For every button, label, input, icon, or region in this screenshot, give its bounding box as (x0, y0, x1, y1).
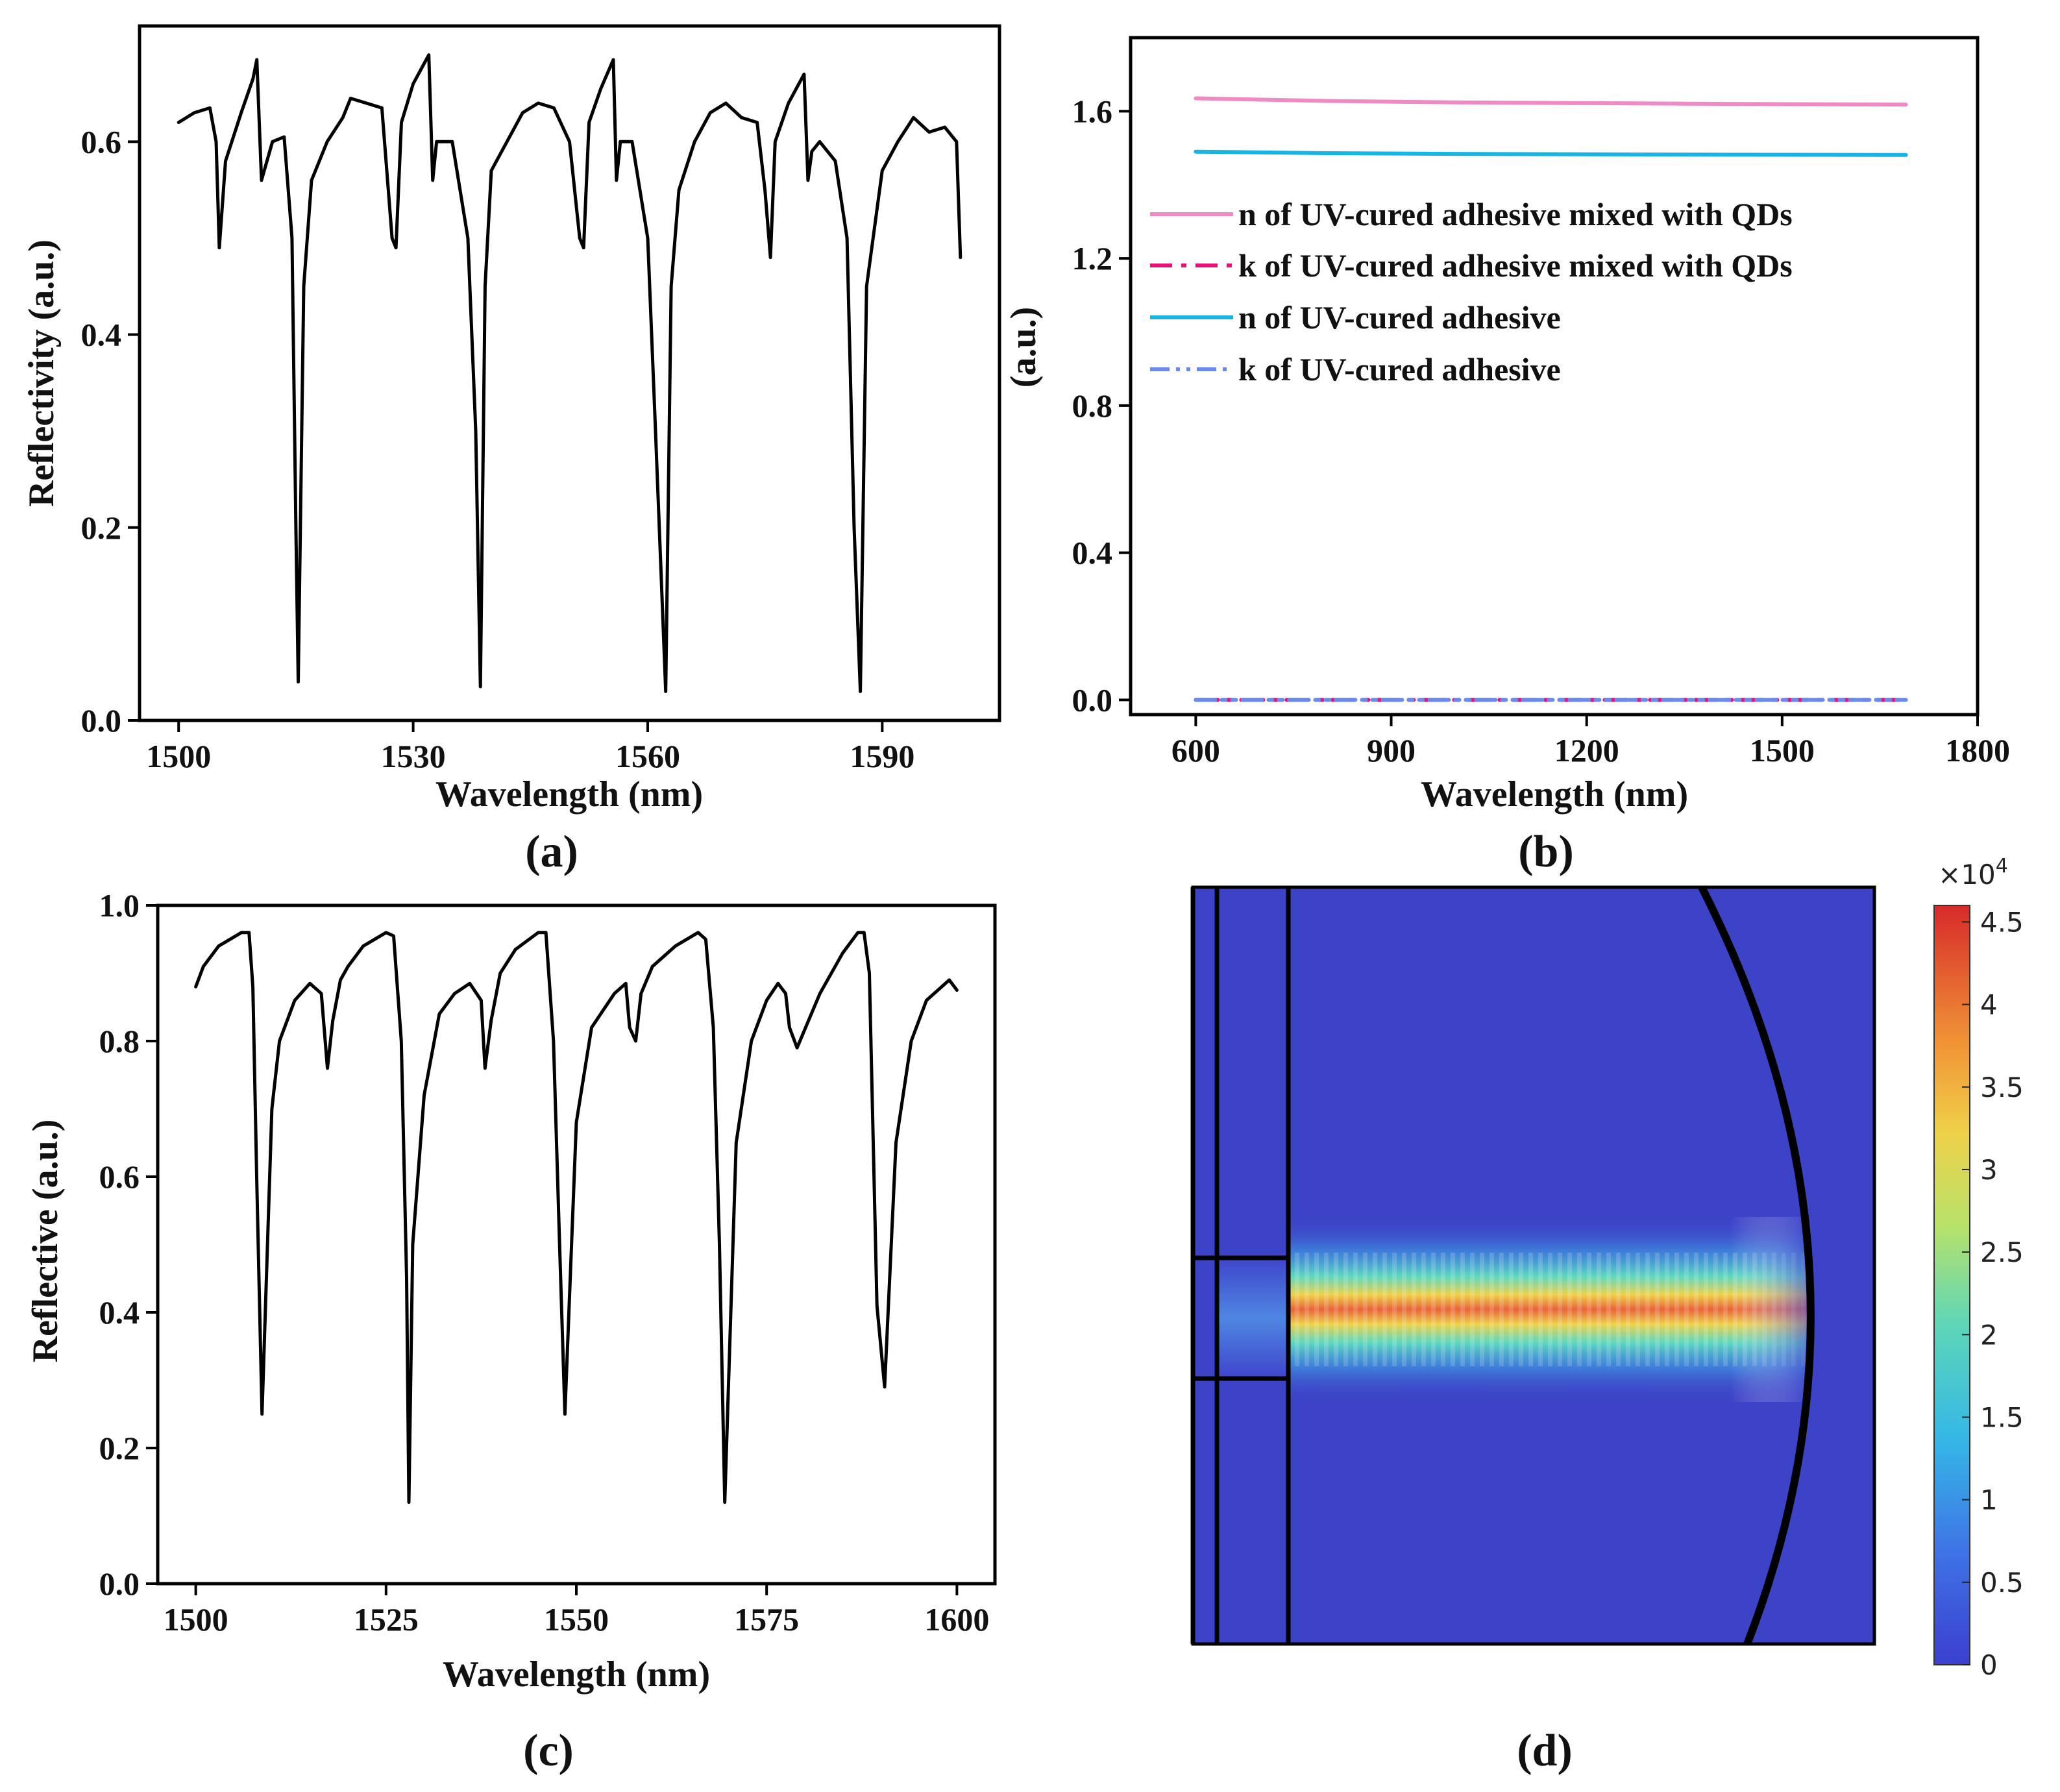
legend-label-k-qd: k of UV-cured adhesive mixed with QDs (1238, 247, 1793, 284)
panel-a-xtick-label: 1560 (615, 738, 680, 774)
panel-b-xtick-label: 600 (1171, 732, 1220, 768)
panel-a-xtick-label: 1500 (146, 738, 211, 774)
panel-c-ytick-label: 0.0 (99, 1565, 140, 1602)
panel-b-xtick-label: 1200 (1554, 732, 1619, 768)
panel-b-frame (1129, 36, 1980, 717)
panel-a-ylabel: Reflectivity (a.u.) (21, 239, 62, 507)
panel-a-series-line-0 (177, 53, 963, 693)
panel-b-ytick-label: 1.6 (1072, 93, 1113, 129)
panel-a-frame (138, 24, 1001, 722)
panel-c-xtick-label: 1550 (544, 1601, 609, 1638)
colorbar-tick-label: 3 (1980, 1154, 1998, 1186)
panel-c-label: (c) (523, 1726, 574, 1776)
panel-b-ylabel: (a.u.) (1003, 307, 1044, 387)
panel-d-field-map: 0 0.5 1 1.5 2 2.5 3 3.5 4 4.5 ×104 (d) (1190, 855, 2024, 1776)
panel-b-xlabel: Wavelength (nm) (1421, 774, 1688, 815)
panel-c-frame (156, 903, 997, 1586)
panel-a-xtick-label: 1590 (850, 738, 914, 774)
panel-b-xtick-label: 1500 (1750, 732, 1815, 768)
panel-d-label: (d) (1517, 1726, 1573, 1776)
panel-a-ytick-label: 0.6 (81, 123, 122, 160)
panel-a-xtick-label: 1530 (381, 738, 446, 774)
field-map-border (1191, 885, 1876, 1646)
panel-b-series-line-0 (1194, 96, 1908, 107)
colorbar-tick-label: 0.5 (1980, 1567, 2024, 1599)
panel-a-label: (a) (525, 827, 578, 877)
colorbar-tick-label: 2 (1980, 1319, 1998, 1351)
colorbar-tick-label: 1 (1980, 1484, 1998, 1516)
panel-b-label: (b) (1518, 827, 1574, 877)
panel-c-series-line-0 (194, 931, 959, 1504)
panel-a-ytick-label: 0.4 (81, 317, 122, 353)
panel-c-ytick-label: 0.6 (99, 1159, 140, 1195)
colorbar-tick-label: 3.5 (1980, 1072, 2024, 1103)
field-beam-fade (1289, 1217, 1808, 1402)
panel-b-chart: 600 900 1200 1500 1800 0.0 0.4 0.8 1.2 1.6 n of U… (1003, 36, 2010, 877)
colorbar-tick-label: 4 (1980, 989, 1998, 1021)
colorbar-tick-label: 0 (1980, 1649, 1998, 1681)
waveguide-core-field (1217, 1258, 1287, 1379)
panel-c-xtick-label: 1575 (734, 1601, 799, 1638)
panel-b-ytick-label: 1.2 (1072, 240, 1113, 276)
colorbar-tick-label: 2.5 (1980, 1236, 2024, 1268)
legend-label-n: n of UV-cured adhesive (1238, 299, 1561, 336)
panel-b-ytick-label: 0.4 (1072, 535, 1113, 571)
panel-a-ytick-label: 0.0 (81, 702, 122, 739)
panel-c-xlabel: Wavelength (nm) (443, 1654, 710, 1695)
legend-label-n-qd: n of UV-cured adhesive mixed with QDs (1238, 196, 1793, 232)
panel-a-xlabel: Wavelength (nm) (435, 774, 703, 815)
panel-b-xtick-label: 900 (1367, 732, 1416, 768)
panel-b-legend: n of UV-cured adhesive mixed with QDs k … (1150, 196, 1793, 387)
panel-c-xtick-label: 1500 (164, 1601, 228, 1638)
colorbar-tick-label: 1.5 (1980, 1401, 2024, 1433)
colorbar-gradient (1933, 905, 1970, 1665)
panel-c-ytick-label: 0.2 (99, 1430, 140, 1466)
panel-c-ytick-label: 0.4 (99, 1294, 140, 1331)
panel-b-ytick-label: 0.8 (1072, 387, 1113, 424)
panel-c-ytick-label: 0.8 (99, 1023, 140, 1059)
colorbar-tick-label: 4.5 (1980, 906, 2024, 938)
panel-a-ytick-label: 0.2 (81, 509, 122, 546)
legend-label-k: k of UV-cured adhesive (1238, 351, 1561, 387)
panel-c-ylabel: Reflective (a.u.) (25, 1120, 66, 1363)
panel-c-ytick-label: 1.0 (99, 887, 140, 924)
panel-b-ytick-label: 0.0 (1072, 681, 1113, 718)
colorbar-exponent: ×104 (1938, 855, 2008, 890)
panel-c-chart: 1500 1525 1550 1575 1600 0.0 0.2 0.4 0.6 0.8 1.0 W… (25, 887, 997, 1776)
panel-c-xtick-label: 1600 (924, 1601, 989, 1638)
panel-b-xtick-label: 1800 (1945, 732, 2010, 768)
colorbar: 0 0.5 1 1.5 2 2.5 3 3.5 4 4.5 ×104 (1933, 855, 2024, 1681)
panel-c-xtick-label: 1525 (354, 1601, 419, 1638)
panel-a-chart: 1500 1530 1560 1590 0.0 0.2 0.4 0.6 Wavelength … (21, 24, 1001, 877)
panel-b-series-line-2 (1194, 149, 1908, 157)
